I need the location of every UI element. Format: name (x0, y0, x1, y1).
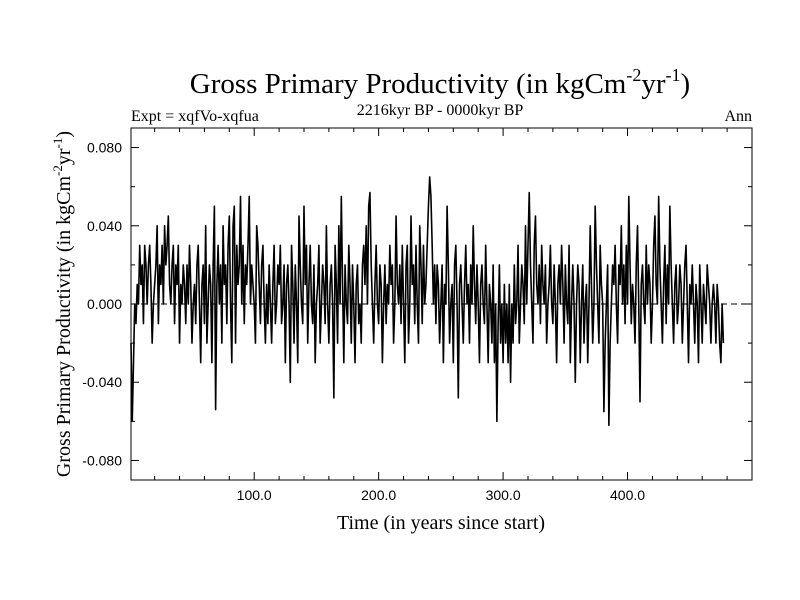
y-axis-label-mid: yr (53, 148, 75, 165)
y-tick-label: -0.040 (82, 374, 122, 390)
y-axis-label-end: ) (53, 131, 75, 138)
y-axis-label-sup1: -2 (50, 165, 65, 176)
x-tick-label: 100.0 (237, 487, 272, 503)
season-label: Ann (724, 108, 752, 125)
x-tick-label: 300.0 (486, 487, 521, 503)
chart-title-mid: yr (641, 68, 666, 100)
time-range-label: 2216kyr BP - 0000kyr BP (357, 102, 524, 119)
x-axis-label: Time (in years since start) (337, 512, 545, 534)
y-tick-label: 0.000 (87, 296, 122, 312)
y-axis-label-text: Gross Primary Productivity (in kgCm (53, 176, 75, 478)
chart-title-sup2: -1 (666, 65, 681, 85)
x-tick-label: 400.0 (610, 487, 645, 503)
y-axis-label-sup2: -1 (50, 138, 65, 149)
y-tick-label: 0.080 (87, 140, 122, 156)
series-line-gpp (130, 176, 725, 427)
chart-title-end: ) (681, 68, 691, 100)
chart-title: Gross Primary Productivity (in kgCm-2yr-… (190, 65, 690, 100)
chart-title-text: Gross Primary Productivity (in kgCm (190, 68, 627, 100)
x-tick-label: 200.0 (361, 487, 396, 503)
y-axis-label: Gross Primary Productivity (in kgCm-2yr-… (50, 131, 75, 477)
y-tick-label: -0.080 (82, 452, 122, 468)
y-tick-label: 0.040 (87, 218, 122, 234)
chart-title-sup1: -2 (626, 65, 641, 85)
series-group (130, 176, 725, 427)
experiment-label: Expt = xqfVo-xqfua (131, 108, 259, 125)
